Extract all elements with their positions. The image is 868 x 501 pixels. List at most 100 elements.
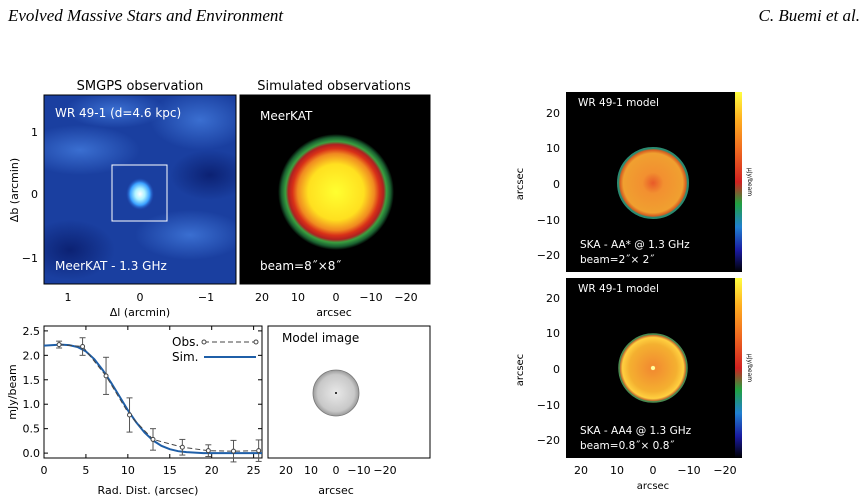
ska-aa4-panel: WR 49-1 model SKA - AA4 @ 1.3 GHz beam=0… [515, 278, 753, 492]
smgps-ylabel: Δb (arcmin) [8, 158, 21, 222]
obs-point [179, 444, 185, 450]
ska-aa4-colorbar-label: μJy/beam [746, 354, 753, 382]
ska-aa4-ylabel: arcsec [515, 354, 526, 386]
sim-label-bottom: beam=8˝×8˝ [260, 259, 341, 273]
profile-xtick-label: 25 [247, 464, 261, 477]
profile-xtick-label: 20 [205, 464, 219, 477]
obs-point [256, 448, 262, 454]
sim-xtick: −20 [394, 291, 417, 304]
ska-aastar-label-top: WR 49-1 model [578, 97, 659, 109]
profile-ytick-label: 0.5 [23, 423, 41, 436]
obs-point [230, 448, 236, 454]
ska-aastar-label-line1: SKA - AA* @ 1.3 GHz [580, 239, 690, 251]
profile-ytick-label: 0.0 [23, 447, 41, 460]
sim-label-top: MeerKAT [260, 109, 313, 123]
obs-series-line [59, 344, 259, 452]
sim-xtick: 20 [255, 291, 269, 304]
profile-ytick-label: 1.5 [23, 374, 41, 387]
ska-aastar-label-line2: beam=2˝× 2˝ [580, 254, 655, 266]
ska-aa4-xtick: −20 [713, 464, 736, 477]
ska-aastar-ytick: 10 [546, 142, 560, 155]
model-xlabel: arcsec [318, 484, 354, 497]
profile-ytick-label: 2.5 [23, 325, 41, 338]
sim-xlabel: arcsec [316, 306, 352, 319]
model-xtick: 10 [304, 464, 318, 477]
ska-aa4-xtick: 0 [650, 464, 657, 477]
smgps-panel: SMGPS observation WR 49-1 (d=4.6 kpc) Me… [8, 79, 237, 319]
ska-aastar-source [617, 147, 689, 219]
ska-aastar-colorbar [735, 92, 742, 272]
sim-source [278, 134, 394, 250]
ska-aa4-colorbar-tick: 10 [725, 360, 731, 366]
ska-aa4-xtick: 20 [574, 464, 588, 477]
running-header-title: Evolved Massive Stars and Environment [8, 6, 284, 25]
model-xtick: −20 [373, 464, 396, 477]
profile-xtick-label: 10 [121, 464, 135, 477]
profile-xtick-label: 5 [82, 464, 89, 477]
ska-aa4-xtick: −10 [677, 464, 700, 477]
ska-aa4-label-line1: SKA - AA4 @ 1.3 GHz [580, 425, 692, 437]
smgps-ytick: 1 [31, 126, 38, 139]
ska-aa4-ytick: 0 [553, 363, 560, 376]
model-xtick: 0 [333, 464, 340, 477]
ska-aa4-xtick: 10 [610, 464, 624, 477]
sim-panel: Simulated observations MeerKAT beam=8˝×8… [239, 79, 431, 319]
smgps-xtick: 1 [65, 291, 72, 304]
ska-aastar-panel: WR 49-1 model SKA - AA* @ 1.3 GHz beam=2… [515, 92, 753, 272]
sim-xtick: 0 [333, 291, 340, 304]
ska-aastar-ytick: 0 [553, 178, 560, 191]
profile-xtick-label: 15 [163, 464, 177, 477]
model-center-star [335, 392, 337, 394]
ska-aastar-ytick: 20 [546, 107, 560, 120]
ska-aa4-ytick: 20 [546, 292, 560, 305]
obs-point [150, 436, 156, 442]
sim-xtick: −10 [359, 291, 382, 304]
obs-point [127, 412, 133, 418]
obs-point [80, 344, 86, 350]
ska-aa4-ytick: 10 [546, 327, 560, 340]
smgps-xtick: −1 [198, 291, 214, 304]
ska-aastar-ylabel: arcsec [515, 168, 526, 200]
ska-aastar-ytick: −20 [537, 249, 560, 262]
smgps-zoom-box [111, 164, 168, 222]
sim-xtick: 10 [291, 291, 305, 304]
ska-aa4-ytick: −10 [537, 399, 560, 412]
ska-aa4-label-line2: beam=0.8˝× 0.8˝ [580, 440, 675, 452]
running-header-authors: C. Buemi et al. [758, 6, 860, 25]
profile-legend: Obs. Sim. [172, 335, 259, 364]
obs-point [103, 373, 109, 379]
obs-point [56, 342, 62, 348]
ska-aastar-colorbar-tick: 10 [725, 174, 731, 180]
obs-point [205, 448, 211, 454]
ska-aa4-label-top: WR 49-1 model [578, 283, 659, 295]
ska-aa4-ytick: −20 [537, 434, 560, 447]
legend-marker-obs [201, 339, 207, 345]
smgps-xlabel: Δl (arcmin) [110, 306, 170, 319]
radial-profile-chart: Rad. Dist. (arcsec) mJy/beam 0 5 10 15 20 25 0… [6, 325, 263, 497]
profile-plot-frame [43, 325, 263, 459]
smgps-title: SMGPS observation [77, 79, 204, 94]
legend-label-obs: Obs. [172, 335, 199, 349]
smgps-ytick: −1 [22, 252, 38, 265]
smgps-xtick: 0 [137, 291, 144, 304]
model-xtick: 20 [279, 464, 293, 477]
smgps-label-bottom: MeerKAT - 1.3 GHz [55, 259, 167, 273]
smgps-ytick: 0 [31, 188, 38, 201]
profile-ylabel: mJy/beam [6, 364, 19, 419]
legend-label-sim: Sim. [172, 350, 198, 364]
model-panel: Model image 20 10 0 −10 −20 arcsec [267, 325, 431, 497]
legend-marker-obs [253, 339, 259, 345]
profile-ytick-label: 2.0 [23, 349, 41, 362]
smgps-source [126, 178, 154, 210]
profile-xtick-label: 0 [41, 464, 48, 477]
ska-aastar-colorbar-label: μJy/beam [746, 168, 753, 196]
profile-xlabel: Rad. Dist. (arcsec) [98, 484, 199, 497]
sim-series-line [43, 343, 262, 455]
model-xtick: −10 [347, 464, 370, 477]
ska-aa4-colorbar [735, 278, 742, 458]
profile-ytick-label: 1.0 [23, 398, 41, 411]
sim-title: Simulated observations [257, 79, 411, 94]
ska-aa4-center-star [651, 366, 655, 370]
smgps-label-top: WR 49-1 (d=4.6 kpc) [55, 106, 181, 120]
